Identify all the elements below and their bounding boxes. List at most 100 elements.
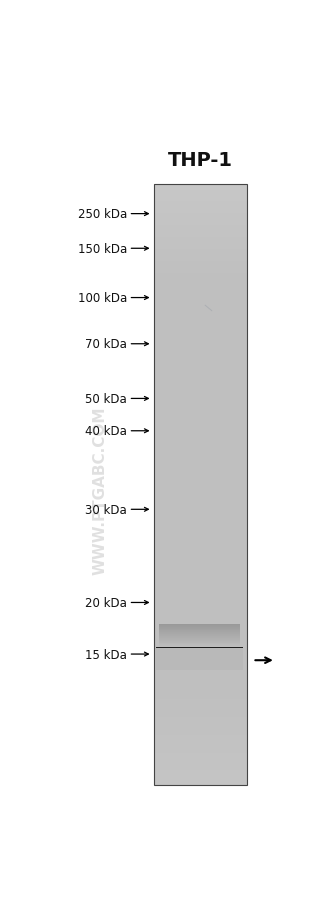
- Bar: [154, 251, 247, 253]
- Bar: [156, 648, 243, 661]
- Bar: [156, 648, 243, 668]
- Bar: [154, 406, 247, 407]
- Bar: [154, 737, 247, 739]
- Bar: [154, 640, 247, 641]
- Bar: [154, 237, 247, 239]
- Bar: [154, 246, 247, 248]
- Bar: [154, 225, 247, 226]
- Bar: [156, 648, 243, 653]
- Bar: [154, 364, 247, 365]
- Bar: [154, 658, 247, 659]
- Bar: [154, 425, 247, 427]
- Bar: [156, 342, 214, 346]
- Bar: [154, 479, 247, 481]
- Bar: [156, 648, 243, 665]
- Text: THP-1: THP-1: [168, 151, 233, 170]
- Bar: [154, 271, 247, 272]
- Bar: [154, 678, 247, 680]
- Bar: [154, 585, 247, 587]
- Bar: [154, 295, 247, 296]
- Bar: [156, 648, 243, 669]
- Bar: [156, 342, 214, 343]
- Bar: [154, 273, 247, 275]
- Bar: [154, 382, 247, 383]
- Bar: [156, 648, 243, 650]
- Bar: [156, 648, 243, 652]
- Bar: [154, 716, 247, 718]
- Bar: [154, 451, 247, 452]
- Bar: [154, 465, 247, 467]
- Bar: [154, 610, 247, 612]
- Bar: [156, 648, 243, 660]
- Bar: [154, 703, 247, 704]
- Bar: [154, 674, 247, 676]
- Bar: [154, 209, 247, 211]
- Bar: [154, 205, 247, 207]
- Bar: [154, 686, 247, 687]
- Bar: [154, 517, 247, 518]
- Bar: [156, 342, 214, 345]
- Bar: [156, 648, 243, 663]
- Bar: [156, 648, 243, 658]
- Bar: [154, 673, 247, 674]
- Bar: [156, 648, 243, 666]
- Bar: [154, 293, 247, 295]
- Bar: [156, 342, 214, 344]
- Text: 40 kDa: 40 kDa: [85, 425, 127, 437]
- Bar: [156, 648, 243, 651]
- Bar: [156, 648, 243, 660]
- Bar: [154, 753, 247, 755]
- Bar: [154, 752, 247, 753]
- Bar: [154, 575, 247, 576]
- Bar: [159, 634, 240, 635]
- Bar: [156, 648, 243, 657]
- Bar: [159, 631, 240, 632]
- Bar: [154, 659, 247, 660]
- Bar: [156, 648, 243, 656]
- Bar: [156, 342, 214, 343]
- Bar: [154, 578, 247, 580]
- Bar: [156, 648, 243, 650]
- Bar: [154, 452, 247, 454]
- Bar: [156, 648, 243, 649]
- Bar: [156, 648, 243, 663]
- Bar: [154, 207, 247, 209]
- Text: 50 kDa: 50 kDa: [85, 392, 127, 406]
- Bar: [154, 472, 247, 474]
- Bar: [156, 648, 243, 666]
- Bar: [159, 645, 240, 646]
- Bar: [156, 648, 243, 665]
- Bar: [154, 185, 247, 785]
- Bar: [156, 648, 243, 654]
- Bar: [156, 342, 214, 344]
- Bar: [154, 542, 247, 544]
- Bar: [154, 621, 247, 623]
- Bar: [154, 329, 247, 331]
- Bar: [154, 644, 247, 646]
- Bar: [154, 485, 247, 486]
- Bar: [156, 648, 243, 664]
- Bar: [154, 277, 247, 278]
- Bar: [154, 506, 247, 508]
- Bar: [154, 460, 247, 461]
- Bar: [156, 342, 214, 348]
- Bar: [154, 433, 247, 434]
- Bar: [154, 314, 247, 316]
- Bar: [154, 463, 247, 465]
- Bar: [156, 648, 243, 662]
- Bar: [154, 655, 247, 656]
- Bar: [156, 648, 243, 657]
- Bar: [159, 630, 240, 631]
- Bar: [154, 216, 247, 218]
- Bar: [154, 431, 247, 433]
- Bar: [154, 630, 247, 632]
- Bar: [154, 211, 247, 212]
- Bar: [156, 648, 243, 664]
- Bar: [154, 189, 247, 191]
- Bar: [156, 648, 243, 667]
- Bar: [156, 342, 214, 350]
- Bar: [154, 605, 247, 607]
- Bar: [154, 680, 247, 682]
- Bar: [159, 627, 240, 628]
- Bar: [154, 374, 247, 375]
